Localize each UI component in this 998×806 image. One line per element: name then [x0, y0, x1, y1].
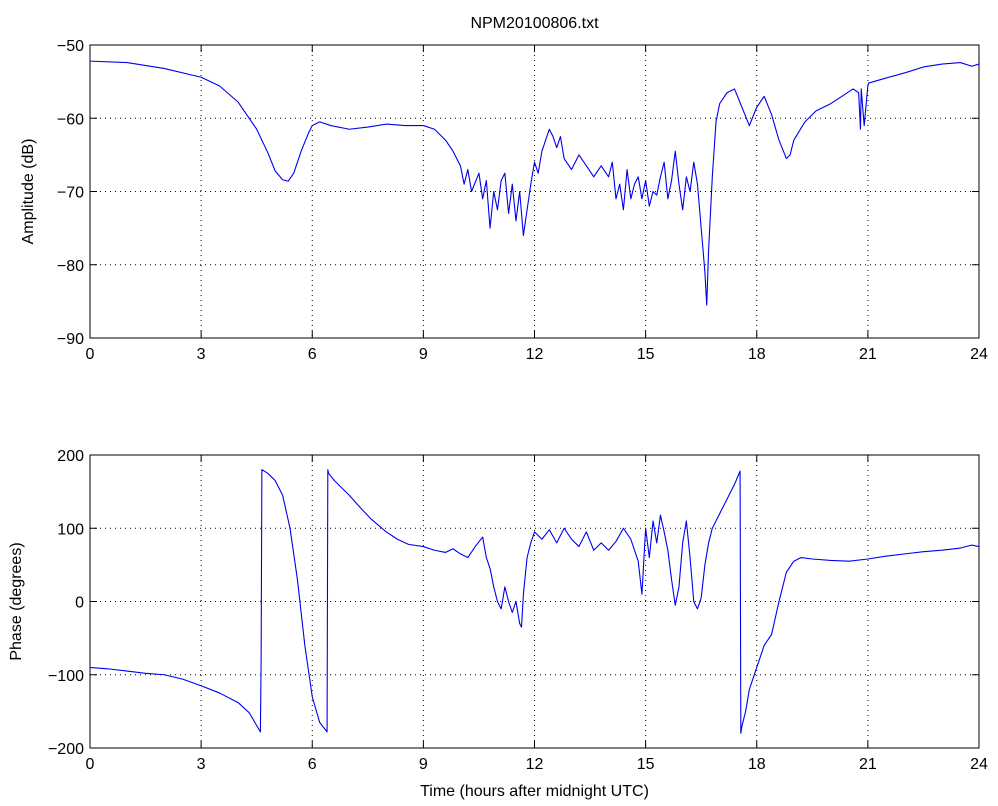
phase-y-tick-label: 0	[75, 595, 84, 612]
amplitude-x-tick-label: 0	[86, 346, 95, 363]
amplitude-x-tick-label: 24	[970, 346, 988, 363]
phase-x-tick-label: 6	[308, 756, 317, 773]
phase-series-line	[89, 469, 980, 734]
phase-y-axis-label: Phase (degrees)	[8, 542, 25, 660]
chart-title: NPM20100806.txt	[470, 15, 599, 32]
amplitude-y-tick-label: −80	[57, 258, 84, 275]
amplitude-y-tick-label: −60	[57, 111, 84, 128]
phase-x-tick-label: 21	[859, 756, 877, 773]
phase-x-tick-label: 0	[86, 756, 95, 773]
phase-x-tick-label: 3	[197, 756, 206, 773]
phase-y-tick-label: 100	[57, 521, 84, 538]
amplitude-y-tick-label: −90	[57, 331, 84, 348]
phase-panel: 0 3 6 9 12 15 18 21 24 −200 −100 0 100 200 Phase (degr…	[8, 448, 988, 800]
amplitude-panel: 0 3 6 9 12 15 18 21 24 −90 −80 −70 −60 −50 Amplitude (…	[20, 38, 988, 363]
phase-y-tick-label: −100	[48, 668, 84, 685]
phase-y-tick-label: −200	[48, 741, 84, 758]
amplitude-x-tick-label: 9	[419, 346, 428, 363]
phase-x-tick-label: 12	[526, 756, 544, 773]
amplitude-y-tick-label: −50	[57, 38, 84, 55]
phase-x-tick-label: 18	[748, 756, 766, 773]
amplitude-x-tick-label: 18	[748, 346, 766, 363]
amplitude-series-line	[89, 60, 980, 306]
amplitude-x-tick-label: 15	[637, 346, 655, 363]
phase-x-tick-label: 15	[637, 756, 655, 773]
phase-x-tick-label: 24	[970, 756, 988, 773]
amplitude-x-tick-label: 21	[859, 346, 877, 363]
phase-x-tick-label: 9	[419, 756, 428, 773]
phase-y-tick-label: 200	[57, 448, 84, 465]
phase-x-axis-label: Time (hours after midnight UTC)	[420, 783, 649, 800]
amplitude-x-tick-label: 3	[197, 346, 206, 363]
amplitude-x-tick-label: 6	[308, 346, 317, 363]
amplitude-y-tick-label: −70	[57, 185, 84, 202]
amplitude-y-axis-label: Amplitude (dB)	[20, 139, 37, 245]
amplitude-x-tick-label: 12	[526, 346, 544, 363]
